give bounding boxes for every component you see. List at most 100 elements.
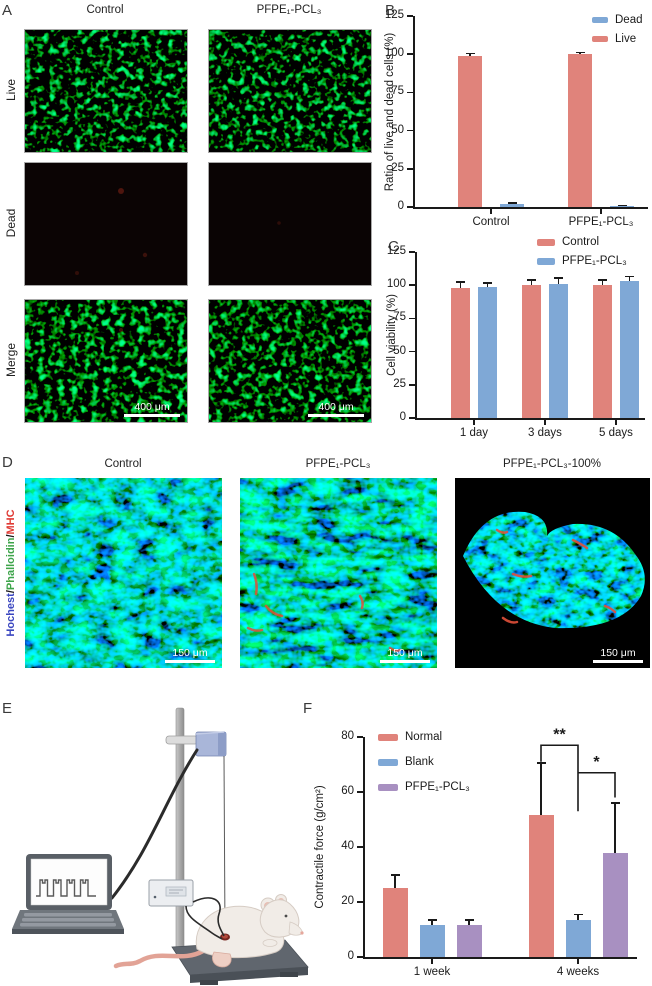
bar-pfpe-pcl- (602, 852, 628, 957)
bar-dead (500, 203, 524, 207)
stain-label-part: / (5, 534, 17, 538)
legend-label: Blank (405, 756, 434, 768)
scale-bar-line (124, 414, 180, 417)
legend-item: PFPE₁-PCL₃ (378, 781, 470, 793)
bar-control (522, 285, 541, 418)
y-tick (409, 317, 415, 320)
x-axis (413, 207, 648, 209)
panel-a-col-header-pfpe: PFPE₁-PCL₃ (256, 4, 322, 16)
y-tick-label: 0 (347, 950, 354, 962)
force-transducer (165, 731, 227, 757)
laptop (12, 854, 124, 934)
tissue-control-texture (25, 478, 222, 668)
y-axis-label: Contractile force (g/cm²) (314, 785, 326, 909)
y-tick-label: 0 (397, 200, 404, 212)
micrograph-d-pfpe: 150 μm (240, 478, 437, 668)
x-tick-label: 4 weeks (556, 966, 600, 978)
micrograph-d-pfpe100: 150 μm (455, 478, 650, 668)
error-bar (614, 803, 616, 853)
bar-control (593, 285, 612, 418)
error-bar (540, 763, 542, 816)
bar-blank (565, 919, 591, 957)
error-bar (459, 281, 462, 288)
legend-item: Dead (592, 14, 643, 26)
panel-a-row-label-live: Live (4, 78, 18, 102)
stand-pole (175, 707, 185, 954)
scale-bar: 150 μm (593, 647, 643, 663)
legend-swatch (378, 783, 398, 791)
error-bar-cap (427, 919, 437, 921)
y-tick (357, 736, 363, 738)
panel-a: A Control PFPE₁-PCL₃ Live Dead Merge (0, 0, 380, 450)
scale-bar: 400 μm (308, 401, 364, 417)
bar-live (568, 54, 592, 207)
tissue-pfpe100-texture (455, 478, 650, 668)
y-tick-label: 75 (391, 85, 404, 98)
micrograph-dead-pfpe (208, 162, 372, 286)
y-tick (357, 846, 363, 848)
stain-label-part: Hochest (5, 593, 17, 637)
x-tick-label: 3 days (528, 427, 562, 439)
scale-bar-text: 400 μm (134, 401, 170, 413)
panel-b: B 0 25 50 75 100 125 Ratio of live and dead ce… (380, 0, 652, 230)
bar-control (451, 287, 470, 418)
y-axis (363, 737, 365, 959)
y-axis (415, 252, 417, 420)
live-dead-ratio-chart: 0 25 50 75 100 125 Ratio of live and dead cell… (380, 0, 652, 230)
bar-pfpe-pcl- (478, 286, 497, 418)
rat-hind-foot (212, 951, 232, 968)
legend-swatch (592, 17, 608, 23)
scale-bar-line (380, 660, 430, 663)
y-tick (409, 417, 415, 419)
bar-dead (610, 205, 634, 207)
legend-label: Control (562, 236, 600, 248)
y-tick (407, 15, 413, 17)
y-tick-label: 80 (341, 730, 354, 742)
bar-normal (528, 815, 554, 957)
x-tick-label: 1 day (459, 427, 489, 439)
significance-label: ** (553, 726, 566, 743)
legend-swatch (537, 257, 555, 265)
significance-label: * (593, 754, 600, 771)
y-tick (357, 956, 363, 958)
micrograph-dead-control (24, 162, 188, 286)
error-bar (486, 283, 489, 287)
micrograph-merge-pfpe: 400 μm (208, 299, 372, 423)
rat-front-paw (262, 939, 278, 947)
micrograph-merge-control: 400 μm (24, 299, 188, 423)
error-bar-cap (483, 282, 492, 284)
y-tick-label: 75 (393, 311, 406, 324)
y-tick (407, 53, 413, 55)
stain-label-part: Phalloidin (5, 537, 17, 591)
y-tick (407, 206, 413, 208)
cell-viability-chart: 0 25 50 75 100 125 Cell viability (%) 1 day 3 da… (380, 230, 652, 450)
electrode-wires (185, 897, 225, 940)
rat-eye (284, 914, 288, 918)
bar-pfpe-pcl- (620, 281, 639, 418)
y-tick (409, 251, 415, 253)
error-bar (431, 919, 433, 926)
x-tick (544, 420, 546, 425)
error-bar-cap (598, 279, 607, 281)
error-bar (468, 919, 470, 926)
error-bar (601, 279, 604, 286)
error-bar (394, 875, 396, 889)
micrograph-d-control: 150 μm (25, 478, 222, 668)
scale-bar-line (593, 660, 643, 663)
merge-pfpe-texture (209, 300, 371, 422)
micrograph-live-pfpe (208, 29, 372, 153)
x-tick (615, 420, 617, 425)
scale-bar-text: 150 μm (600, 647, 636, 659)
panel-a-col-header-control: Control (86, 4, 124, 16)
contractile-force-chart: 0 20 40 60 80 Contractile force (g/cm²) 1 week… (300, 690, 652, 986)
bar-blank (419, 925, 445, 957)
legend-label: PFPE₁-PCL₃ (562, 255, 627, 267)
error-bar-cap (507, 202, 517, 204)
x-tick-label: 1 week (413, 966, 451, 978)
x-tick-label: PFPE₁-PCL₃ (568, 216, 634, 228)
y-tick-label: 20 (341, 895, 354, 907)
panel-f: F 0 20 40 60 80 Contractile force (g/cm²) 1 we… (300, 690, 652, 986)
y-tick-label: 25 (391, 161, 404, 174)
mhc-red-accents (495, 528, 617, 624)
panel-a-row-label-merge: Merge (4, 342, 18, 378)
